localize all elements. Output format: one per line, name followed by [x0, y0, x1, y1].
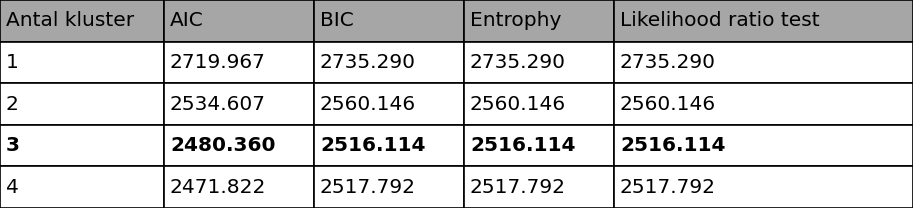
Text: 2735.290: 2735.290: [470, 53, 566, 72]
Text: Entrophy: Entrophy: [470, 11, 561, 30]
Text: 1: 1: [6, 53, 19, 72]
Bar: [314, 125, 464, 166]
Text: 3: 3: [6, 136, 20, 155]
Bar: [314, 83, 464, 125]
Bar: [464, 83, 614, 125]
Text: 2517.792: 2517.792: [620, 178, 716, 197]
Bar: [0, 83, 164, 125]
Text: 2516.114: 2516.114: [620, 136, 726, 155]
Bar: [164, 0, 314, 42]
Text: 2735.290: 2735.290: [620, 53, 716, 72]
Bar: [164, 166, 314, 208]
Bar: [314, 166, 464, 208]
Text: 2516.114: 2516.114: [320, 136, 425, 155]
Bar: [464, 0, 614, 42]
Text: Antal kluster: Antal kluster: [6, 11, 134, 30]
Text: 2517.792: 2517.792: [320, 178, 416, 197]
Text: 2: 2: [6, 94, 19, 114]
Bar: [0, 42, 164, 83]
Bar: [314, 42, 464, 83]
Text: AIC: AIC: [170, 11, 204, 30]
Text: 2560.146: 2560.146: [470, 94, 566, 114]
Text: 4: 4: [6, 178, 19, 197]
Text: 2517.792: 2517.792: [470, 178, 566, 197]
Text: 2719.967: 2719.967: [170, 53, 266, 72]
Text: Likelihood ratio test: Likelihood ratio test: [620, 11, 820, 30]
Bar: [0, 0, 164, 42]
Text: 2471.822: 2471.822: [170, 178, 267, 197]
Bar: [464, 42, 614, 83]
Bar: [0, 125, 164, 166]
Bar: [614, 0, 913, 42]
Bar: [614, 125, 913, 166]
Bar: [614, 166, 913, 208]
Bar: [314, 0, 464, 42]
Bar: [164, 42, 314, 83]
Bar: [614, 83, 913, 125]
Bar: [164, 125, 314, 166]
Text: 2560.146: 2560.146: [620, 94, 716, 114]
Text: 2560.146: 2560.146: [320, 94, 416, 114]
Text: 2516.114: 2516.114: [470, 136, 575, 155]
Text: BIC: BIC: [320, 11, 353, 30]
Bar: [464, 125, 614, 166]
Text: 2735.290: 2735.290: [320, 53, 416, 72]
Text: 2534.607: 2534.607: [170, 94, 266, 114]
Text: 2480.360: 2480.360: [170, 136, 276, 155]
Bar: [614, 42, 913, 83]
Bar: [0, 166, 164, 208]
Bar: [464, 166, 614, 208]
Bar: [164, 83, 314, 125]
